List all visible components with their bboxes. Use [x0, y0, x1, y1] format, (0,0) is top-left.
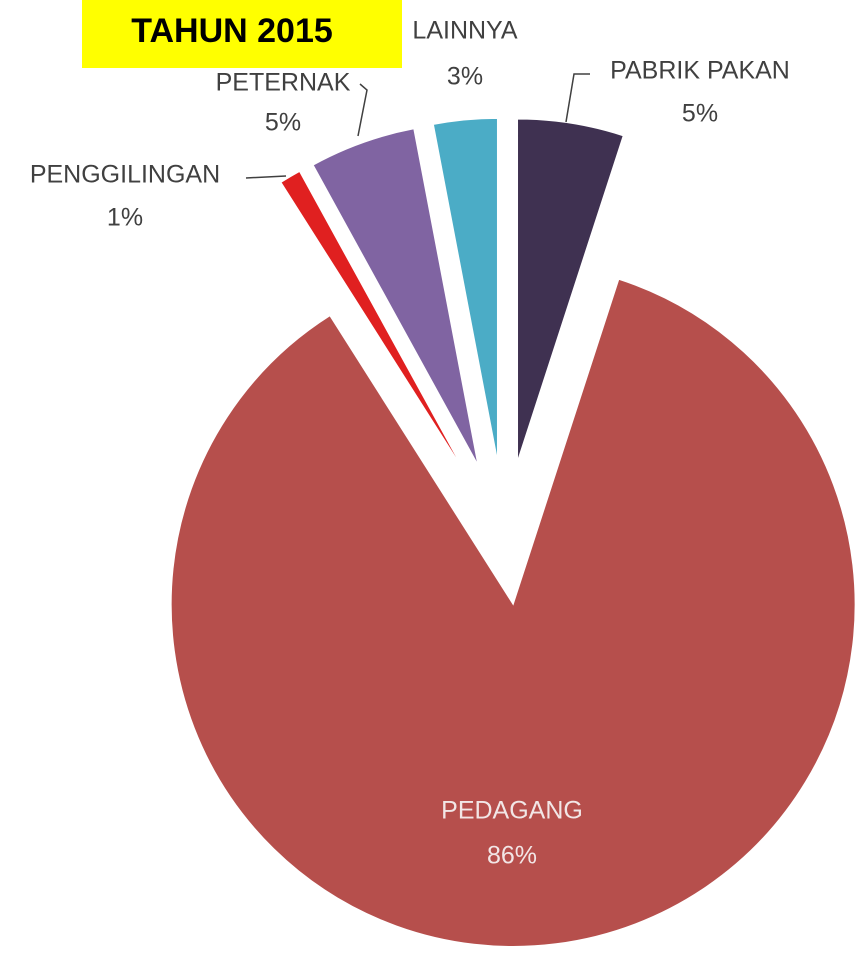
leader-line	[565, 73, 590, 123]
pie-slice	[432, 117, 498, 461]
leader-line	[245, 175, 287, 179]
pie-slice	[312, 128, 479, 465]
slice-label: PEDAGANG	[441, 797, 583, 825]
labels: PABRIK PAKAN 5% PEDAGANG 86% PENGGILINGAN 1% P…	[30, 17, 790, 870]
slice-value-label: 3%	[447, 63, 483, 91]
leader-line	[357, 83, 368, 137]
title-box	[82, 0, 402, 68]
slice-label: PENGGILINGAN	[30, 161, 220, 189]
slice-value-label: 5%	[265, 109, 301, 137]
chart-title: TAHUN 2015	[131, 12, 333, 50]
slice-value-label: 86%	[487, 842, 537, 870]
slice-label: PABRIK PAKAN	[610, 57, 790, 85]
slice-label: LAINNYA	[412, 17, 517, 45]
slices	[170, 117, 856, 947]
slice-label: PETERNAK	[216, 69, 351, 97]
slice-value-label: 1%	[107, 204, 143, 232]
pie-slice	[517, 118, 624, 462]
slice-value-label: 5%	[682, 100, 718, 128]
pie-slice	[280, 170, 465, 472]
pie-slice	[170, 278, 856, 947]
